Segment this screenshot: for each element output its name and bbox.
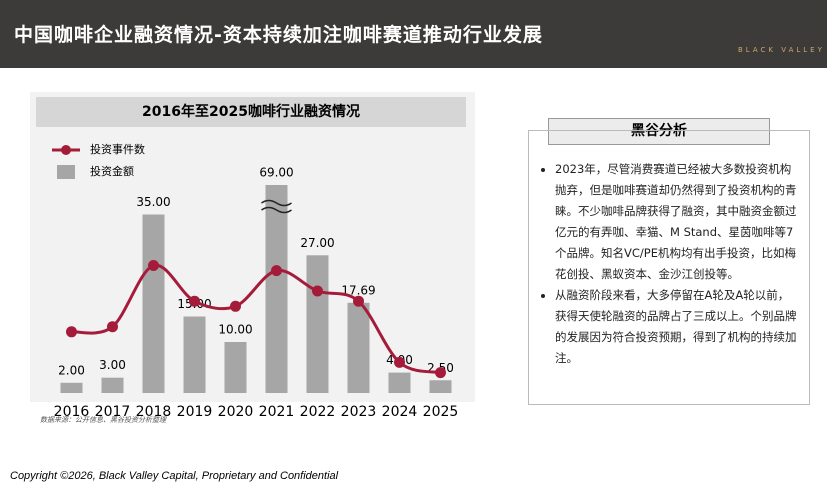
line-point	[353, 295, 364, 307]
source: 数据来源：公开信息、黑谷投资分析整理	[40, 416, 167, 424]
legend-label: 投资金额	[90, 164, 134, 178]
bullet: 从融资阶段来看，大多停留在A轮及A轮以前，获得天使轮融资的品牌占了三成以上。个别…	[555, 285, 797, 369]
line-point	[148, 260, 159, 271]
bar	[101, 377, 124, 393]
chart-title: 2016年至2025咖啡行业融资情况	[142, 103, 360, 120]
header: 中国咖啡企业融资情况-资本持续加注咖啡赛道推动行业发展 BLACK VALLEY	[0, 0, 827, 68]
data-label: 69.00	[259, 166, 293, 180]
bar	[265, 185, 288, 393]
legend-swatch	[57, 165, 75, 179]
x-tick-label: 2024	[382, 404, 418, 420]
axis-break	[261, 206, 292, 214]
chart-title-bg	[36, 97, 466, 127]
line-point	[435, 367, 446, 379]
bar	[60, 382, 83, 393]
data-label: 35.00	[136, 195, 170, 209]
bullet: 2023年，尽管消费赛道已经被大多数投资机构抛弃，但是咖啡赛道却仍然得到了投资机…	[555, 159, 797, 285]
data-label: 10.00	[218, 323, 252, 337]
bar	[183, 316, 206, 393]
axis-break	[261, 199, 292, 207]
data-label: 3.00	[99, 358, 126, 372]
line	[71, 263, 441, 375]
x-tick-label: 2023	[341, 404, 377, 420]
bar	[388, 372, 411, 393]
line-point	[230, 300, 241, 312]
line-point	[271, 265, 282, 277]
bar	[142, 214, 165, 393]
x-tick-label: 2019	[177, 404, 213, 420]
panel-title: 黑谷分析	[548, 118, 770, 145]
slide-title: 中国咖啡企业融资情况-资本持续加注咖啡赛道推动行业发展	[14, 24, 543, 46]
data-label: 17.69	[341, 283, 375, 297]
line-point	[107, 321, 118, 333]
analysis-panel: 2023年，尽管消费赛道已经被大多数投资机构抛弃，但是咖啡赛道却仍然得到了投资机…	[528, 130, 810, 405]
data-label: 27.00	[300, 236, 334, 250]
line-point	[66, 326, 77, 338]
line-point	[312, 285, 323, 297]
line-point	[189, 295, 200, 307]
footer: Copyright ©2026, Black Valley Capital, P…	[10, 470, 339, 482]
legend-label: 投资事件数	[90, 142, 145, 156]
bar	[306, 255, 329, 393]
x-tick-label: 2017	[95, 404, 131, 420]
data-label: 2.00	[58, 363, 85, 377]
x-tick-label: 2022	[300, 404, 336, 420]
x-tick-label: 2018	[136, 404, 172, 420]
x-tick-label: 2016	[54, 404, 90, 420]
legend-dot	[61, 145, 71, 155]
line-point	[394, 356, 405, 368]
chart-frame	[30, 92, 475, 402]
x-tick-label: 2020	[218, 404, 254, 420]
bar	[347, 302, 370, 393]
logo: BLACK VALLEY	[738, 46, 825, 54]
x-tick-label: 2021	[259, 404, 295, 420]
bar	[224, 342, 247, 393]
x-tick-label: 2025	[423, 404, 459, 420]
bar	[429, 380, 452, 393]
